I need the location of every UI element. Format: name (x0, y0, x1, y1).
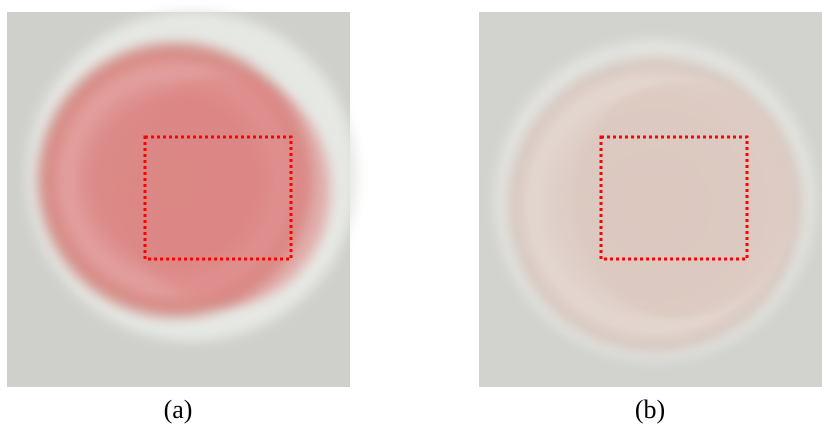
photo-a (7, 11, 357, 387)
caption: (a) (164, 395, 193, 424)
caption: (b) (635, 395, 665, 424)
page: (a) (b) (() => { const data = JSON.parse… (0, 0, 822, 426)
photo-b (479, 12, 822, 387)
figure: (a) (b) (0, 0, 822, 426)
